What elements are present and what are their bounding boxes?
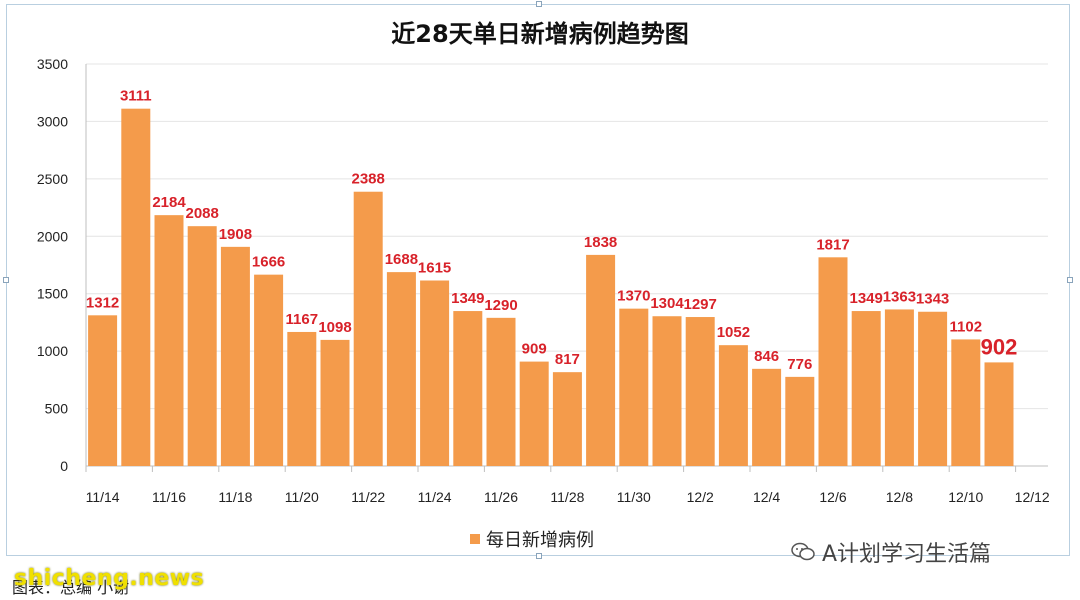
bar bbox=[918, 311, 948, 466]
site-watermark: shicheng.news bbox=[14, 566, 205, 591]
bar bbox=[353, 191, 383, 467]
bar bbox=[685, 317, 715, 466]
data-label: 1666 bbox=[252, 254, 285, 271]
x-tick-label: 11/28 bbox=[550, 489, 584, 505]
bar bbox=[121, 108, 151, 466]
resize-handle-bottom[interactable] bbox=[536, 553, 542, 559]
bar bbox=[552, 372, 582, 466]
data-label: 1688 bbox=[385, 251, 418, 268]
bar bbox=[752, 368, 782, 466]
bar bbox=[619, 308, 649, 466]
bar bbox=[386, 272, 416, 466]
data-label: 1363 bbox=[883, 288, 916, 305]
bar bbox=[187, 226, 217, 466]
y-tick-label: 2500 bbox=[37, 171, 68, 187]
x-tick-label: 11/30 bbox=[617, 489, 651, 505]
bar bbox=[519, 361, 549, 466]
data-label: 1297 bbox=[684, 296, 717, 313]
bar bbox=[453, 311, 483, 466]
chart-title: 近28天单日新增病例趋势图 bbox=[391, 20, 689, 48]
bar bbox=[320, 339, 350, 466]
data-label: 1312 bbox=[86, 294, 119, 311]
bar bbox=[420, 280, 450, 466]
data-label: 2388 bbox=[352, 171, 385, 188]
bar bbox=[586, 254, 616, 466]
data-label: 1615 bbox=[418, 260, 451, 277]
y-tick-label: 1000 bbox=[37, 343, 68, 359]
data-label: 902 bbox=[981, 334, 1018, 359]
y-tick-label: 2000 bbox=[37, 228, 68, 244]
bar bbox=[785, 376, 815, 466]
bar bbox=[818, 257, 848, 466]
legend-label: 每日新增病例 bbox=[486, 530, 594, 551]
data-label: 1838 bbox=[584, 234, 617, 251]
x-tick-label: 12/2 bbox=[687, 489, 714, 505]
data-label: 1167 bbox=[286, 311, 319, 328]
x-tick-label: 11/14 bbox=[86, 489, 120, 505]
data-label: 1370 bbox=[617, 288, 650, 305]
chart-legend: 每日新增病例 bbox=[470, 526, 594, 552]
x-tick-label: 12/6 bbox=[819, 489, 846, 505]
y-tick-label: 0 bbox=[60, 458, 68, 474]
bar bbox=[88, 315, 118, 466]
resize-handle-left[interactable] bbox=[3, 277, 9, 283]
wechat-account-name: A计划学习生活篇 bbox=[822, 542, 992, 567]
wechat-icon bbox=[791, 542, 815, 561]
source-credit: 图表：总编 小谢 bbox=[12, 578, 130, 597]
data-label: 1349 bbox=[850, 290, 883, 307]
bar bbox=[984, 362, 1014, 466]
x-tick-label: 12/10 bbox=[948, 489, 983, 505]
bar bbox=[718, 345, 748, 466]
data-label: 1052 bbox=[717, 324, 750, 341]
x-tick-label: 11/20 bbox=[285, 489, 319, 505]
bar bbox=[884, 309, 914, 466]
legend-swatch bbox=[470, 534, 480, 544]
data-label: 1290 bbox=[484, 297, 517, 314]
data-label: 909 bbox=[522, 341, 547, 358]
bar bbox=[254, 274, 284, 466]
data-label: 1817 bbox=[816, 236, 849, 253]
data-label: 817 bbox=[555, 351, 580, 368]
data-label: 1102 bbox=[950, 318, 983, 335]
data-label: 2088 bbox=[186, 205, 219, 222]
resize-handle-top[interactable] bbox=[536, 1, 542, 7]
x-tick-label: 12/4 bbox=[753, 489, 780, 505]
x-tick-label: 11/22 bbox=[351, 489, 385, 505]
resize-handle-right[interactable] bbox=[1067, 277, 1073, 283]
bar bbox=[652, 316, 682, 466]
x-tick-label: 11/24 bbox=[418, 489, 452, 505]
y-tick-label: 3500 bbox=[37, 56, 68, 72]
x-tick-label: 12/12 bbox=[1015, 489, 1050, 505]
data-label: 1349 bbox=[451, 290, 484, 307]
data-label: 776 bbox=[787, 356, 812, 373]
x-tick-label: 11/18 bbox=[218, 489, 252, 505]
bar bbox=[486, 317, 516, 466]
data-label: 1098 bbox=[318, 319, 351, 336]
y-tick-label: 1500 bbox=[37, 286, 68, 302]
bar bbox=[287, 331, 317, 466]
y-tick-label: 500 bbox=[45, 401, 69, 417]
data-label: 1343 bbox=[916, 291, 949, 308]
data-label: 846 bbox=[754, 348, 779, 365]
y-tick-label: 3000 bbox=[37, 113, 68, 129]
x-tick-label: 11/16 bbox=[152, 489, 186, 505]
data-label: 3111 bbox=[120, 88, 152, 105]
bar bbox=[851, 311, 881, 466]
bar bbox=[951, 339, 981, 466]
data-label: 2184 bbox=[152, 194, 186, 211]
bar bbox=[220, 246, 250, 466]
bar bbox=[154, 215, 184, 466]
data-label: 1304 bbox=[650, 295, 684, 312]
x-tick-label: 12/8 bbox=[886, 489, 913, 505]
wechat-watermark: A计划学习生活篇 bbox=[790, 536, 991, 568]
x-tick-label: 11/26 bbox=[484, 489, 518, 505]
data-label: 1908 bbox=[219, 226, 252, 243]
